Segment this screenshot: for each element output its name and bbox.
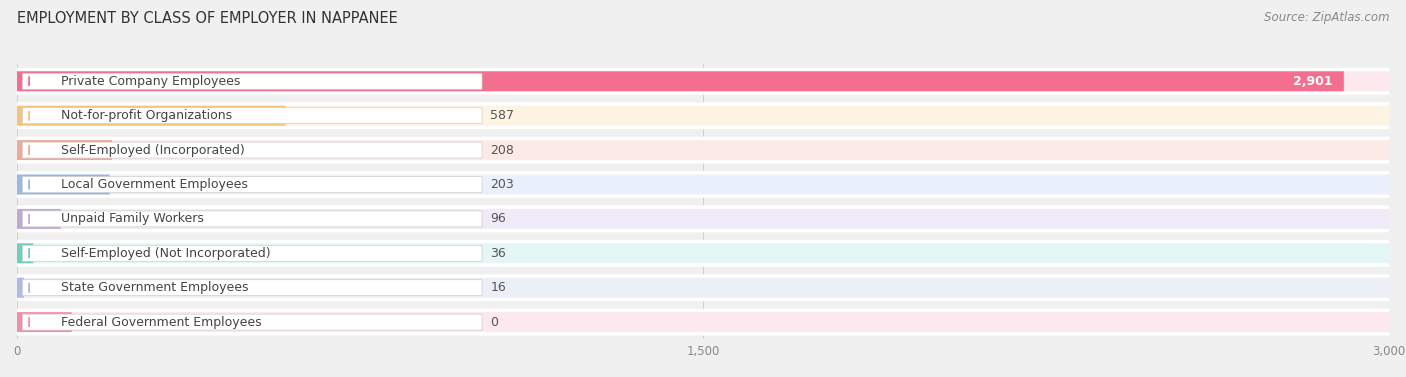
Text: Private Company Employees: Private Company Employees (60, 75, 240, 88)
Text: 587: 587 (491, 109, 515, 122)
FancyBboxPatch shape (22, 314, 482, 330)
FancyBboxPatch shape (22, 245, 482, 261)
FancyBboxPatch shape (17, 312, 72, 332)
FancyBboxPatch shape (17, 243, 1389, 263)
Text: 0: 0 (491, 316, 498, 329)
FancyBboxPatch shape (17, 205, 1389, 232)
Text: Self-Employed (Not Incorporated): Self-Employed (Not Incorporated) (60, 247, 270, 260)
FancyBboxPatch shape (22, 108, 482, 124)
FancyBboxPatch shape (17, 140, 112, 160)
FancyBboxPatch shape (17, 240, 1389, 267)
FancyBboxPatch shape (17, 243, 34, 263)
FancyBboxPatch shape (22, 73, 482, 89)
FancyBboxPatch shape (17, 171, 1389, 198)
FancyBboxPatch shape (17, 137, 1389, 164)
FancyBboxPatch shape (17, 274, 1389, 301)
Text: Not-for-profit Organizations: Not-for-profit Organizations (60, 109, 232, 122)
Text: 208: 208 (491, 144, 515, 156)
FancyBboxPatch shape (17, 209, 1389, 229)
Text: Local Government Employees: Local Government Employees (60, 178, 247, 191)
FancyBboxPatch shape (17, 209, 60, 229)
FancyBboxPatch shape (17, 71, 1389, 91)
Text: Federal Government Employees: Federal Government Employees (60, 316, 262, 329)
Text: Unpaid Family Workers: Unpaid Family Workers (60, 212, 204, 225)
FancyBboxPatch shape (17, 312, 1389, 332)
Text: Source: ZipAtlas.com: Source: ZipAtlas.com (1264, 11, 1389, 24)
FancyBboxPatch shape (17, 175, 110, 195)
FancyBboxPatch shape (17, 278, 1389, 298)
Text: 16: 16 (491, 281, 506, 294)
FancyBboxPatch shape (17, 102, 1389, 129)
FancyBboxPatch shape (22, 211, 482, 227)
FancyBboxPatch shape (22, 176, 482, 193)
Text: 36: 36 (491, 247, 506, 260)
FancyBboxPatch shape (17, 71, 1344, 91)
FancyBboxPatch shape (17, 175, 1389, 195)
FancyBboxPatch shape (17, 68, 1389, 95)
FancyBboxPatch shape (17, 309, 1389, 336)
Text: 2,901: 2,901 (1294, 75, 1333, 88)
Text: 96: 96 (491, 212, 506, 225)
FancyBboxPatch shape (17, 106, 1389, 126)
FancyBboxPatch shape (22, 142, 482, 158)
FancyBboxPatch shape (17, 106, 285, 126)
Text: 203: 203 (491, 178, 515, 191)
Text: Self-Employed (Incorporated): Self-Employed (Incorporated) (60, 144, 245, 156)
FancyBboxPatch shape (17, 140, 1389, 160)
Text: State Government Employees: State Government Employees (60, 281, 249, 294)
FancyBboxPatch shape (17, 278, 24, 298)
Text: EMPLOYMENT BY CLASS OF EMPLOYER IN NAPPANEE: EMPLOYMENT BY CLASS OF EMPLOYER IN NAPPA… (17, 11, 398, 26)
FancyBboxPatch shape (22, 280, 482, 296)
